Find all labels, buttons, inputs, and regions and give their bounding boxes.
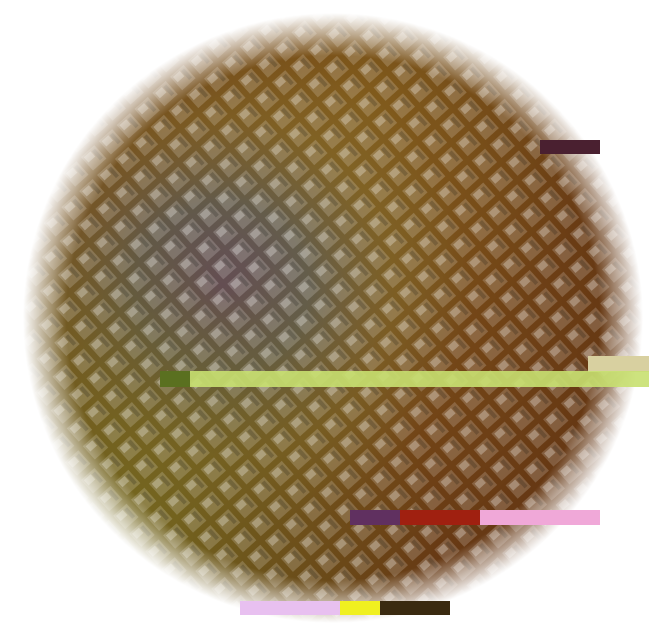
wafer (23, 13, 643, 623)
glitch-stripes (160, 140, 649, 615)
